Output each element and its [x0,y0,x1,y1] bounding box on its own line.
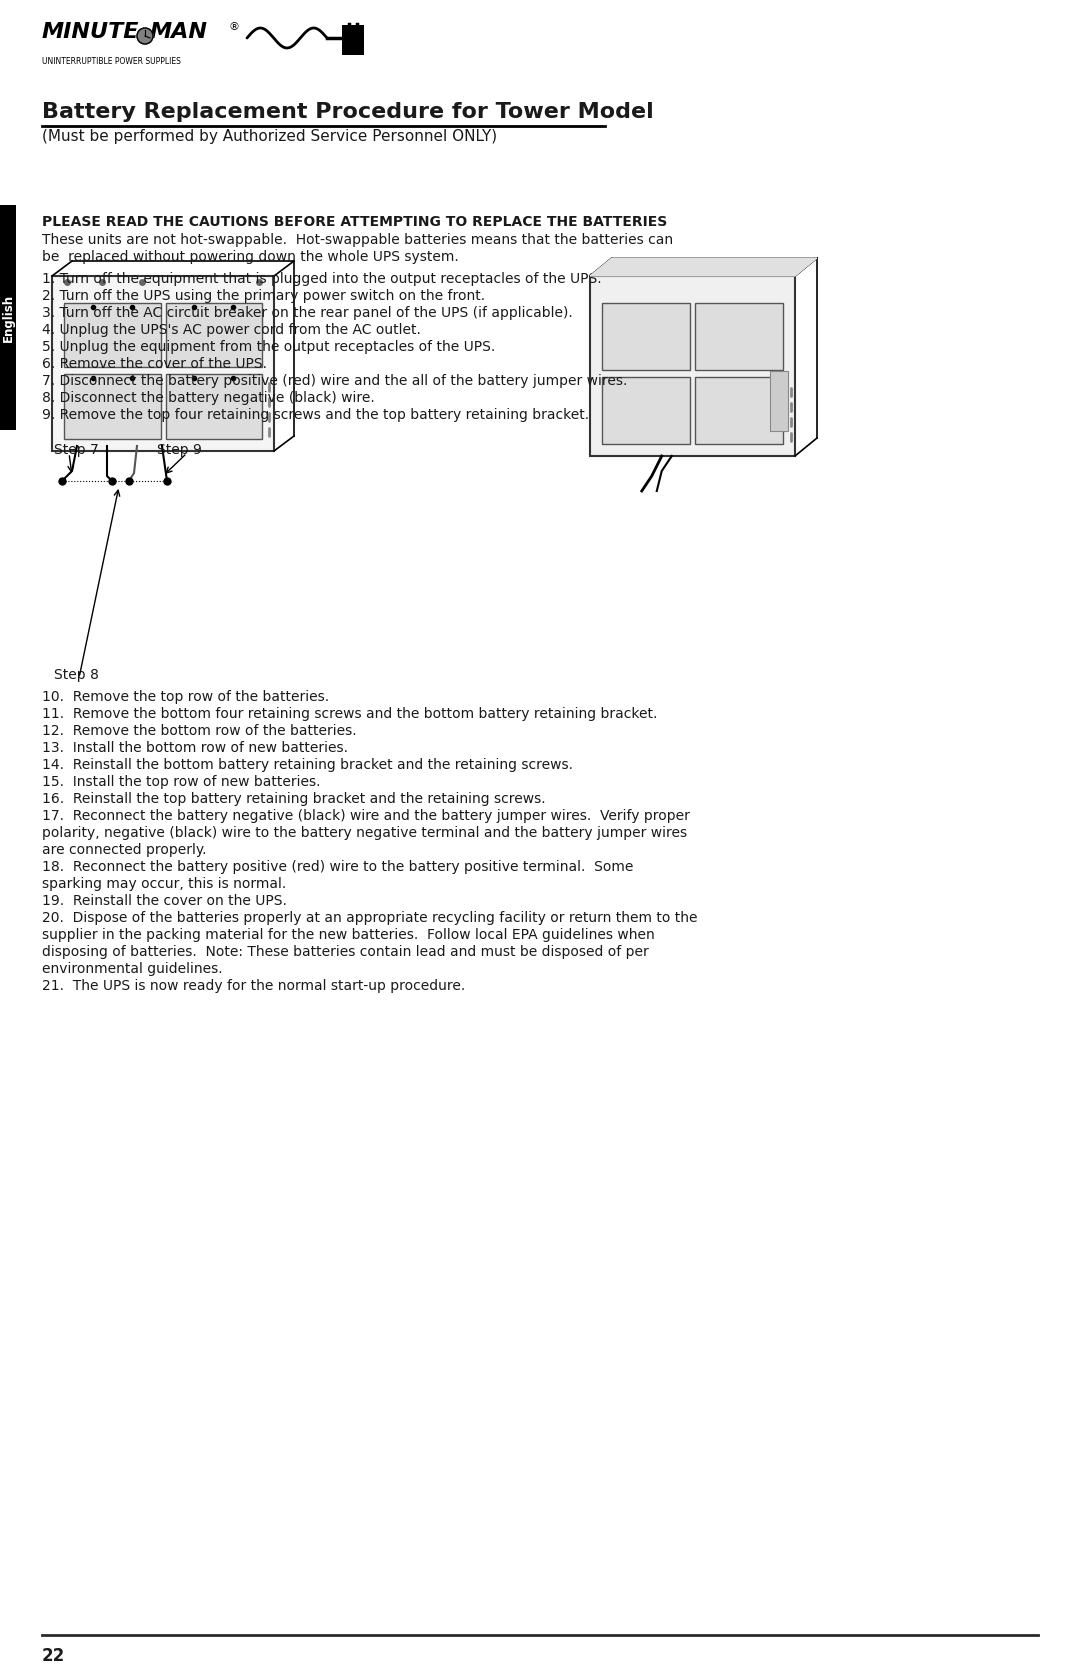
Text: Step 7: Step 7 [54,442,98,457]
Text: 15.  Install the top row of new batteries.: 15. Install the top row of new batteries… [42,774,321,789]
Text: 21.  The UPS is now ready for the normal start-up procedure.: 21. The UPS is now ready for the normal … [42,980,465,993]
Bar [342,25,364,55]
Text: 10.  Remove the top row of the batteries.: 10. Remove the top row of the batteries. [42,689,329,704]
Text: are connected properly.: are connected properly. [42,843,206,856]
Bar [64,304,161,367]
Bar [165,304,262,367]
Polygon shape [590,259,816,275]
Text: 11.  Remove the bottom four retaining screws and the bottom battery retaining br: 11. Remove the bottom four retaining scr… [42,708,658,721]
Text: PLEASE READ THE CAUTIONS BEFORE ATTEMPTING TO REPLACE THE BATTERIES: PLEASE READ THE CAUTIONS BEFORE ATTEMPTI… [42,215,667,229]
Text: 20.  Dispose of the batteries properly at an appropriate recycling facility or r: 20. Dispose of the batteries properly at… [42,911,698,925]
Text: environmental guidelines.: environmental guidelines. [42,961,222,976]
Text: be  replaced without powering down the whole UPS system.: be replaced without powering down the wh… [42,250,459,264]
Bar [770,371,788,431]
Text: polarity, negative (black) wire to the battery negative terminal and the battery: polarity, negative (black) wire to the b… [42,826,687,840]
Text: disposing of batteries.  Note: These batteries contain lead and must be disposed: disposing of batteries. Note: These batt… [42,945,649,960]
Text: (Must be performed by Authorized Service Personnel ONLY): (Must be performed by Authorized Service… [42,129,497,144]
Bar [696,377,783,444]
Text: 8. Disconnect the battery negative (black) wire.: 8. Disconnect the battery negative (blac… [42,391,375,406]
Text: UNINTERRUPTIBLE POWER SUPPLIES: UNINTERRUPTIBLE POWER SUPPLIES [42,57,180,67]
Text: 5. Unplug the equipment from the output receptacles of the UPS.: 5. Unplug the equipment from the output … [42,340,496,354]
Bar [602,304,690,371]
Text: MAN: MAN [150,22,208,42]
Bar [590,275,795,456]
Text: sparking may occur, this is normal.: sparking may occur, this is normal. [42,876,286,891]
Circle shape [137,28,153,43]
Text: 4. Unplug the UPS's AC power cord from the AC outlet.: 4. Unplug the UPS's AC power cord from t… [42,324,421,337]
Text: 9. Remove the top four retaining screws and the top battery retaining bracket.: 9. Remove the top four retaining screws … [42,407,589,422]
Text: 22: 22 [42,1647,65,1666]
Text: supplier in the packing material for the new batteries.  Follow local EPA guidel: supplier in the packing material for the… [42,928,654,941]
Text: 2. Turn off the UPS using the primary power switch on the front.: 2. Turn off the UPS using the primary po… [42,289,485,304]
Text: These units are not hot-swappable.  Hot-swappable batteries means that the batte: These units are not hot-swappable. Hot-s… [42,234,673,247]
Text: 3. Turn off the AC circuit breaker on the rear panel of the UPS (if applicable).: 3. Turn off the AC circuit breaker on th… [42,305,572,320]
Text: 16.  Reinstall the top battery retaining bracket and the retaining screws.: 16. Reinstall the top battery retaining … [42,793,545,806]
Text: 7. Disconnect the battery positive (red) wire and the all of the battery jumper : 7. Disconnect the battery positive (red)… [42,374,627,387]
Bar [64,374,161,439]
Text: 17.  Reconnect the battery negative (black) wire and the battery jumper wires.  : 17. Reconnect the battery negative (blac… [42,809,690,823]
Bar [52,275,274,451]
Text: 6. Remove the cover of the UPS.: 6. Remove the cover of the UPS. [42,357,267,371]
Text: Battery Replacement Procedure for Tower Model: Battery Replacement Procedure for Tower … [42,102,653,122]
Text: 1. Turn off the equipment that is plugged into the output receptacles of the UPS: 1. Turn off the equipment that is plugge… [42,272,602,285]
Text: MINUTE: MINUTE [42,22,139,42]
Text: English: English [1,294,14,342]
Text: 14.  Reinstall the bottom battery retaining bracket and the retaining screws.: 14. Reinstall the bottom battery retaini… [42,758,573,773]
Bar [0,205,16,431]
Text: 13.  Install the bottom row of new batteries.: 13. Install the bottom row of new batter… [42,741,348,754]
Text: 18.  Reconnect the battery positive (red) wire to the battery positive terminal.: 18. Reconnect the battery positive (red)… [42,860,633,875]
Text: Step 8: Step 8 [54,668,99,683]
Text: 12.  Remove the bottom row of the batteries.: 12. Remove the bottom row of the batteri… [42,724,356,738]
Bar [602,377,690,444]
Text: ®: ® [228,22,239,32]
Bar [696,304,783,371]
Text: 19.  Reinstall the cover on the UPS.: 19. Reinstall the cover on the UPS. [42,895,287,908]
Text: Step 9: Step 9 [157,442,202,457]
Bar [165,374,262,439]
